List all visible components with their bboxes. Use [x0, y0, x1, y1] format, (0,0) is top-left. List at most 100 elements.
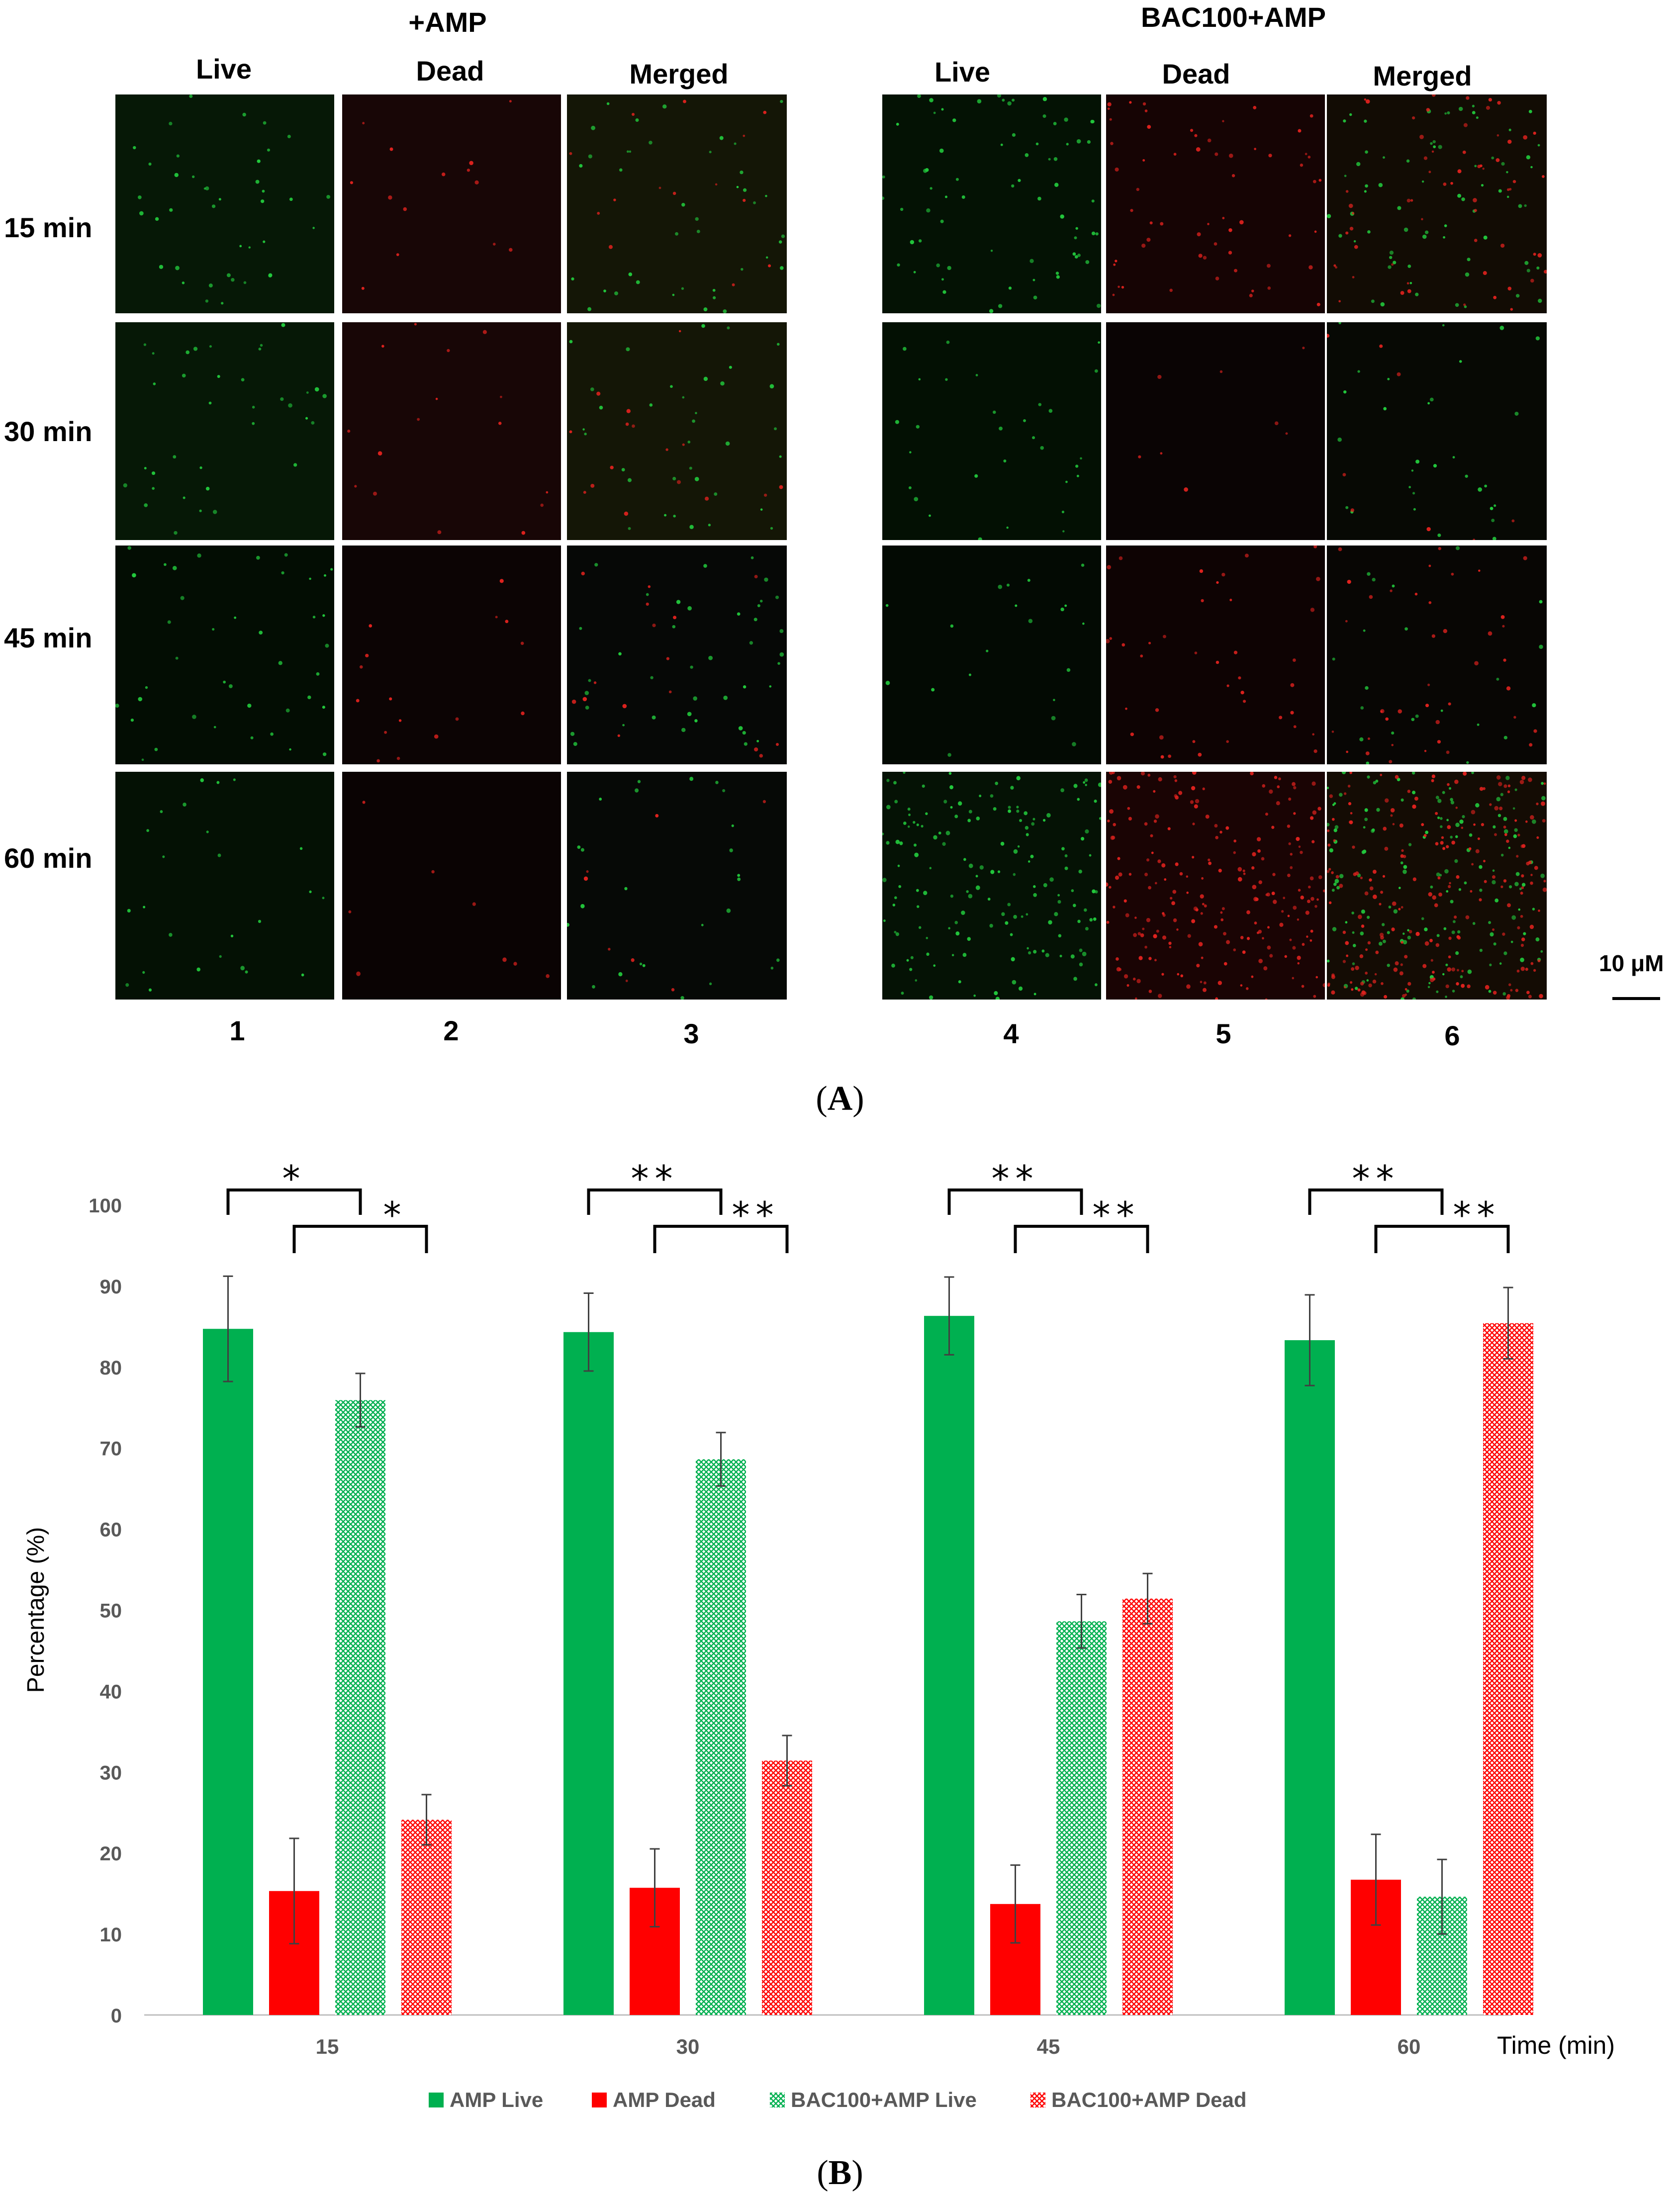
dead-cell-dot	[1517, 926, 1520, 929]
live-cell-dot	[1012, 133, 1016, 137]
dead-cell-dot	[668, 690, 672, 694]
live-cell-dot	[138, 195, 142, 199]
dead-cell-dot	[1510, 989, 1513, 992]
dead-cell-dot	[1521, 776, 1526, 780]
live-cell-dot	[715, 781, 719, 784]
dead-cell-dot	[1204, 904, 1207, 908]
dead-cell-dot	[625, 979, 628, 982]
live-cell-dot	[992, 410, 996, 414]
live-cell-dot	[910, 240, 915, 245]
dead-cell-dot	[1474, 239, 1478, 242]
live-cell-dot	[885, 604, 889, 607]
dead-cell-dot	[1310, 608, 1315, 612]
dead-cell-dot	[1474, 209, 1477, 212]
live-cell-dot	[708, 655, 713, 660]
live-cell-dot	[978, 537, 982, 540]
dead-cell-dot	[1368, 983, 1372, 988]
live-cell-dot	[1334, 825, 1339, 829]
live-cell-dot	[1327, 822, 1330, 826]
dead-cell-dot	[1257, 849, 1261, 853]
dead-cell-dot	[754, 747, 758, 752]
dead-cell-dot	[1109, 809, 1114, 814]
live-cell-dot	[1094, 799, 1097, 803]
dead-cell-dot	[1253, 897, 1258, 902]
live-cell-dot	[1437, 533, 1441, 537]
dead-cell-dot	[1530, 881, 1533, 885]
dead-cell-dot	[1543, 880, 1546, 883]
live-cell-dot	[774, 427, 777, 431]
dead-cell-dot	[582, 697, 587, 702]
dead-cell-dot	[1251, 866, 1255, 870]
live-cell-dot	[1074, 236, 1077, 240]
dead-cell-dot	[447, 349, 450, 353]
dead-cell-dot	[348, 910, 352, 914]
live-cell-dot	[997, 94, 1002, 98]
dead-cell-dot	[1144, 945, 1147, 949]
live-cell-dot	[252, 406, 255, 409]
dead-cell-dot	[1196, 964, 1200, 968]
dead-cell-dot	[1316, 577, 1320, 581]
live-cell-dot	[940, 219, 944, 223]
micrograph-tile	[115, 546, 334, 764]
live-cell-dot	[642, 964, 646, 967]
live-cell-dot	[628, 272, 633, 276]
dead-cell-dot	[441, 172, 446, 177]
dead-cell-dot	[1343, 986, 1346, 989]
live-cell-dot	[218, 198, 221, 201]
live-cell-dot	[639, 962, 643, 966]
dead-cell-dot	[472, 902, 476, 906]
live-cell-dot	[1062, 530, 1065, 533]
dead-cell-dot	[381, 345, 384, 348]
live-cell-dot	[1443, 236, 1445, 239]
live-cell-dot	[1402, 940, 1407, 945]
dead-cell-dot	[1251, 289, 1254, 292]
live-cell-dot	[1051, 716, 1056, 721]
live-cell-dot	[1338, 322, 1341, 324]
bar-bac100-amp-live	[696, 1459, 746, 2015]
micrograph-tile	[567, 772, 787, 1000]
y-tick-label: 20	[100, 1843, 122, 1865]
dead-cell-dot	[1237, 877, 1242, 882]
dead-cell-dot	[1456, 982, 1459, 986]
caption-a-letter: A	[827, 1080, 853, 1118]
live-cell-dot	[908, 813, 911, 817]
live-cell-dot	[1023, 419, 1026, 422]
dead-cell-dot	[1506, 188, 1510, 191]
dead-cell-dot	[1288, 842, 1291, 845]
live-cell-dot	[1006, 526, 1009, 529]
live-cell-dot	[646, 593, 649, 596]
dead-cell-dot	[1203, 256, 1207, 260]
live-cell-dot	[263, 240, 266, 243]
live-cell-dot	[1070, 954, 1075, 959]
dead-cell-dot	[1309, 816, 1314, 820]
dead-cell-dot	[1262, 784, 1266, 788]
dead-cell-dot	[1492, 928, 1495, 931]
dead-cell-dot	[1520, 966, 1525, 971]
dead-cell-dot	[1468, 847, 1472, 850]
dead-cell-dot	[646, 602, 649, 606]
row-label-60-min: 60 min	[4, 842, 93, 874]
live-cell-dot	[175, 656, 179, 660]
dead-cell-dot	[1233, 851, 1236, 854]
dead-cell-dot	[361, 286, 365, 290]
dead-cell-dot	[1331, 731, 1334, 733]
live-cell-dot	[628, 527, 631, 530]
live-cell-dot	[883, 919, 886, 922]
live-cell-dot	[627, 150, 629, 153]
live-cell-dot	[307, 695, 311, 700]
live-cell-dot	[1526, 269, 1530, 273]
dead-cell-dot	[1391, 927, 1395, 931]
dead-cell-dot	[1309, 114, 1313, 118]
dead-cell-dot	[1391, 743, 1394, 746]
live-cell-dot	[769, 685, 772, 688]
live-cell-dot	[173, 455, 177, 459]
y-tick-label: 60	[100, 1519, 122, 1541]
dead-cell-dot	[1361, 990, 1366, 995]
dead-cell-dot	[1492, 875, 1495, 879]
live-cell-dot	[1026, 913, 1028, 916]
dead-cell-dot	[608, 245, 613, 249]
dead-cell-dot	[1130, 732, 1134, 736]
dead-cell-dot	[671, 988, 675, 992]
dead-cell-dot	[763, 493, 767, 497]
live-cell-dot	[258, 348, 262, 351]
